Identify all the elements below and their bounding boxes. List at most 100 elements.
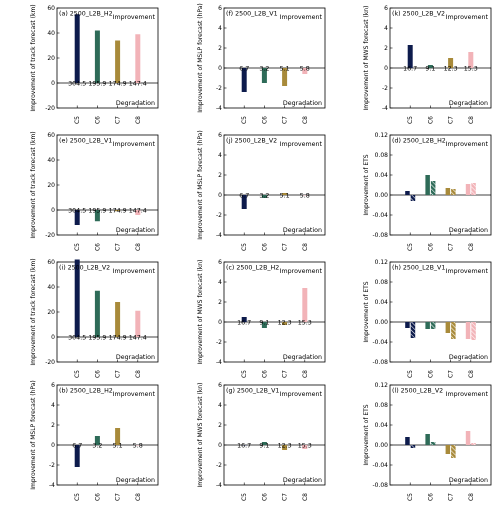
y-tick-label: -4	[49, 482, 55, 489]
y-axis-label: Improvement of track forecast (km)	[30, 131, 37, 238]
bar-label: 5.8	[300, 66, 310, 73]
bar	[445, 188, 451, 195]
bar	[302, 288, 308, 322]
bar-hatch	[410, 322, 416, 338]
bar	[282, 68, 288, 86]
x-tick-label: C8	[135, 243, 142, 251]
y-tick-label: 0.00	[375, 442, 389, 449]
chart-panel: -0.08 -0.04 0.00 0.04 0.08 0.12 Improvement of…	[363, 132, 492, 251]
y-tick-label: -4	[216, 482, 222, 489]
x-tick-label: C6	[94, 370, 101, 378]
y-tick-label: 40	[47, 157, 55, 164]
plot-frame	[389, 134, 492, 236]
improvement-note: Improvement	[446, 141, 489, 148]
y-tick-label: 0.00	[375, 192, 389, 199]
improvement-note: Improvement	[280, 391, 323, 398]
x-tick-label: C8	[468, 370, 475, 378]
bar-hatch	[410, 445, 416, 448]
bar	[465, 184, 471, 195]
x-tick-label: C8	[302, 493, 309, 501]
x-tick-label: C7	[448, 116, 455, 124]
bar-label: 5.1	[280, 66, 290, 73]
bar-label: 304.5	[68, 335, 86, 342]
y-tick-label: 0	[384, 65, 388, 72]
degradation-note: Degradation	[283, 227, 322, 234]
x-tick-label: C5	[241, 116, 248, 124]
bar	[135, 34, 141, 83]
y-tick-label: -20	[45, 232, 55, 239]
y-tick-label: -0.04	[372, 339, 388, 346]
y-tick-label: 0	[51, 442, 55, 449]
y-tick-label: 6	[218, 382, 222, 389]
bar	[468, 52, 474, 68]
bar-label: 15.3	[298, 443, 312, 450]
y-tick-label: 6	[218, 259, 222, 266]
degradation-note: Degradation	[283, 354, 322, 361]
improvement-note: Improvement	[113, 268, 156, 275]
bar	[115, 302, 121, 337]
plot-frame	[223, 384, 326, 486]
bar-label: 16.7	[237, 443, 251, 450]
bar	[427, 65, 433, 68]
plot-frame	[56, 384, 159, 486]
x-tick-label: C7	[448, 493, 455, 501]
y-tick-label: 0.08	[375, 152, 389, 159]
x-tick-label: C8	[302, 243, 309, 251]
bar-label: 174.9	[109, 335, 127, 342]
x-tick-label: C7	[448, 370, 455, 378]
chart-panel: -4 -2 0 2 4 6 Improvement of MSLP forecast (hP…	[197, 130, 326, 251]
bar-label: 12.3	[278, 320, 292, 327]
bar	[135, 310, 141, 337]
bar-label: 174.9	[109, 208, 127, 215]
chart-panel: -4 -2 0 2 4 6 Improvement of MSLP forecast (hP…	[197, 3, 326, 124]
y-axis-label: Improvement of MWS forecast (kn)	[197, 383, 204, 488]
bar	[425, 434, 430, 445]
x-tick-label: C5	[407, 116, 414, 124]
degradation-note: Degradation	[116, 100, 155, 107]
y-tick-label: 6	[384, 5, 388, 12]
bar-label: 16.7	[403, 66, 417, 73]
y-tick-label: 20	[47, 55, 55, 62]
y-tick-label: 40	[47, 284, 55, 291]
y-tick-label: 0	[218, 319, 222, 326]
chart-panel: -4 -2 0 2 4 6 Improvement of MWS forecast (kn)…	[197, 382, 326, 501]
x-tick-label: C6	[427, 370, 434, 378]
bar-label: 12.3	[444, 66, 458, 73]
x-tick-label: C8	[135, 370, 142, 378]
degradation-note: Degradation	[283, 477, 322, 484]
y-tick-label: -4	[216, 232, 222, 239]
bar	[94, 290, 100, 337]
bar-label: 5.1	[280, 193, 290, 200]
x-tick-label: C8	[468, 116, 475, 124]
x-tick-label: C6	[261, 370, 268, 378]
y-tick-label: 60	[47, 259, 55, 266]
y-tick-label: 0	[51, 334, 55, 341]
y-tick-label: 0.12	[375, 132, 389, 139]
degradation-note: Degradation	[449, 100, 488, 107]
bar-label: 174.9	[109, 81, 127, 88]
bar	[74, 210, 80, 225]
y-tick-label: 0	[218, 192, 222, 199]
y-axis-label: Improvement of MWS forecast (kn)	[197, 260, 204, 365]
y-tick-label: 0	[218, 65, 222, 72]
x-tick-label: C5	[74, 493, 81, 501]
x-tick-label: C7	[115, 370, 122, 378]
bar	[465, 322, 471, 339]
y-tick-label: 4	[51, 402, 55, 409]
y-axis-label: Improvement of MWS forecast (kn)	[363, 6, 370, 111]
plot-frame	[223, 261, 326, 363]
bar	[261, 195, 267, 198]
y-tick-label: 2	[218, 172, 222, 179]
y-tick-label: 0	[51, 80, 55, 87]
bar-label: 304.5	[68, 208, 86, 215]
plot-frame	[56, 134, 159, 236]
improvement-note: Improvement	[446, 14, 489, 21]
bar-hatch	[471, 183, 476, 195]
x-tick-label: C8	[468, 243, 475, 251]
panel-title: (i) 2500_L2B_V2	[59, 265, 110, 272]
degradation-note: Degradation	[116, 477, 155, 484]
x-tick-label: C6	[261, 493, 268, 501]
bar	[74, 14, 80, 83]
x-tick-label: C5	[241, 243, 248, 251]
bar-hatch	[410, 195, 416, 201]
